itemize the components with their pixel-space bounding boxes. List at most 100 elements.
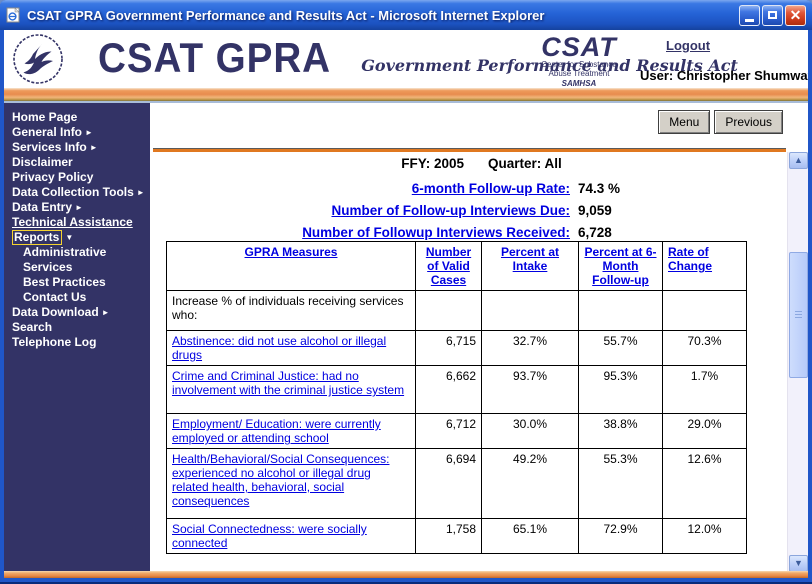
- sidebar-item-services-info[interactable]: Services Info ►: [12, 140, 98, 154]
- header-gpra-measures[interactable]: GPRA Measures: [166, 241, 416, 291]
- gpra-measures-table: GPRA Measures Number of Valid Cases Perc…: [166, 241, 747, 554]
- summary-stats: 6-month Follow-up Rate: 74.3 % Number of…: [150, 181, 787, 241]
- chevron-up-icon: ▲: [794, 155, 803, 165]
- valid-cases-cell: [415, 290, 482, 331]
- minimize-icon: [745, 18, 754, 22]
- sidebar-item-telephone-log[interactable]: Telephone Log: [12, 335, 97, 349]
- intake-cell: 30.0%: [481, 413, 579, 449]
- csat-acronym: CSAT: [541, 32, 617, 62]
- valid-cases-cell: 6,662: [415, 365, 482, 414]
- sidebar-item-data-download[interactable]: Data Download ►: [12, 305, 110, 319]
- sidebar-item-disclaimer[interactable]: Disclaimer: [12, 155, 73, 169]
- followup-cell: 72.9%: [578, 518, 663, 554]
- interviews-received-link[interactable]: Number of Followup Interviews Received:: [302, 225, 570, 240]
- measure-link-social-connectedness[interactable]: Social Connectedness: were socially conn…: [172, 522, 367, 550]
- followup-rate-value: 74.3 %: [578, 181, 621, 196]
- window-controls: ✕: [739, 4, 806, 26]
- valid-cases-cell: 6,712: [415, 413, 482, 449]
- hhs-eagle-logo: [12, 33, 64, 90]
- stat-interviews-received: Number of Followup Interviews Received: …: [150, 225, 787, 241]
- followup-rate-link[interactable]: 6-month Follow-up Rate:: [411, 181, 570, 196]
- intake-cell: 32.7%: [481, 330, 579, 366]
- previous-button[interactable]: Previous: [714, 110, 783, 134]
- interviews-due-value: 9,059: [578, 203, 612, 218]
- table-row: Abstinence: did not use alcohol or illeg…: [166, 330, 747, 366]
- maximize-icon: [768, 11, 777, 19]
- header-rate-of-change[interactable]: Rate of Change: [662, 241, 747, 291]
- sidebar-item-contact-us[interactable]: Contact Us: [23, 290, 87, 304]
- close-button[interactable]: ✕: [785, 4, 806, 26]
- close-icon: ✕: [789, 6, 802, 23]
- menu-button[interactable]: Menu: [658, 110, 711, 134]
- submenu-arrow-icon: ►: [85, 128, 93, 137]
- report-summary: FFY: 2005 Quarter: All 6-month Follow-up …: [150, 156, 787, 247]
- sidebar-item-services[interactable]: Services: [23, 260, 73, 274]
- header-valid-cases[interactable]: Number of Valid Cases: [415, 241, 482, 291]
- ffy-label: FFY: 2005: [401, 156, 464, 171]
- followup-cell: 95.3%: [578, 365, 663, 414]
- valid-cases-cell: 1,758: [415, 518, 482, 554]
- table-row: Crime and Criminal Justice: had no invol…: [166, 365, 747, 414]
- minimize-button[interactable]: [739, 4, 760, 26]
- followup-cell: [578, 290, 663, 331]
- submenu-arrow-icon: ►: [101, 308, 110, 317]
- sidebar-item-general-info[interactable]: General Info ►: [12, 125, 93, 139]
- intake-cell: [481, 290, 579, 331]
- main-content: Menu Previous FFY: 2005 Quarter: All 6-mo…: [150, 103, 787, 571]
- intake-cell: 49.2%: [481, 448, 579, 519]
- sidebar-item-reports[interactable]: Reports ▼: [4, 230, 150, 245]
- csat-line2: Abuse Treatment: [548, 69, 610, 78]
- vertical-scrollbar[interactable]: ▲ ▼: [787, 152, 808, 572]
- measure-link-criminal-justice[interactable]: Crime and Criminal Justice: had no invol…: [172, 369, 405, 397]
- change-cell: [662, 290, 747, 331]
- titlebar: CSAT GPRA Government Performance and Res…: [0, 0, 812, 30]
- user-label: User: Christopher Shumway: [640, 68, 808, 83]
- maximize-button[interactable]: [762, 4, 783, 26]
- scroll-up-button[interactable]: ▲: [789, 152, 808, 169]
- brand-subtitle: Government Performance and Results Act: [361, 56, 738, 75]
- sidebar-item-home-page[interactable]: Home Page: [12, 110, 78, 124]
- scroll-down-button[interactable]: ▼: [789, 555, 808, 572]
- table-row: Health/Behavioral/Social Consequences: e…: [166, 448, 747, 519]
- change-cell: 70.3%: [662, 330, 747, 366]
- valid-cases-cell: 6,694: [415, 448, 482, 519]
- sidebar-item-best-practices[interactable]: Best Practices: [23, 275, 106, 289]
- change-cell: 12.0%: [662, 518, 747, 554]
- intake-cell: 93.7%: [481, 365, 579, 414]
- brand-title: CSAT GPRA: [98, 34, 331, 81]
- quarter-label: Quarter: All: [488, 156, 562, 171]
- sidebar-item-privacy-policy[interactable]: Privacy Policy: [12, 170, 94, 184]
- sidebar-item-data-collection-tools[interactable]: Data Collection Tools ►: [12, 185, 145, 199]
- followup-cell: 55.7%: [578, 330, 663, 366]
- header-percent-followup[interactable]: Percent at 6-Month Follow-up: [578, 241, 663, 291]
- measure-link-abstinence[interactable]: Abstinence: did not use alcohol or illeg…: [172, 334, 387, 362]
- session-info: Logout User: Christopher Shumway: [640, 37, 808, 83]
- sidebar-item-technical-assistance[interactable]: Technical Assistance: [12, 215, 133, 229]
- scrollbar-thumb[interactable]: [789, 252, 808, 378]
- report-period: FFY: 2005 Quarter: All: [150, 156, 787, 173]
- table-header-row: GPRA Measures Number of Valid Cases Perc…: [166, 241, 747, 291]
- change-cell: 29.0%: [662, 413, 747, 449]
- samhsa-label: SAMHSA: [561, 79, 597, 88]
- table-row: Social Connectedness: were socially conn…: [166, 518, 747, 554]
- interviews-due-link[interactable]: Number of Follow-up Interviews Due:: [331, 203, 570, 218]
- stat-interviews-due: Number of Follow-up Interviews Due: 9,05…: [150, 203, 787, 219]
- submenu-arrow-icon: ►: [136, 188, 145, 197]
- header-accent-bar: [4, 88, 808, 103]
- window-title: CSAT GPRA Government Performance and Res…: [27, 7, 545, 23]
- measure-link-employment-education[interactable]: Employment/ Education: were currently em…: [172, 417, 381, 445]
- sidebar-item-search[interactable]: Search: [12, 320, 53, 334]
- sidebar-item-data-entry[interactable]: Data Entry ►: [12, 200, 83, 214]
- csat-line1: Center for Substance: [541, 60, 617, 69]
- interviews-received-value: 6,728: [578, 225, 612, 240]
- measure-group-label: Increase % of individuals receiving serv…: [166, 290, 416, 331]
- table-row: Increase % of individuals receiving serv…: [166, 290, 747, 331]
- logout-link[interactable]: Logout: [666, 38, 711, 53]
- header-percent-intake[interactable]: Percent at Intake: [481, 241, 579, 291]
- footer-accent-bar: [4, 571, 808, 578]
- page-nav-buttons: Menu Previous: [658, 110, 783, 134]
- sidebar-item-administrative[interactable]: Administrative: [23, 245, 107, 259]
- submenu-arrow-icon: ►: [75, 203, 83, 212]
- measure-link-health-consequences[interactable]: Health/Behavioral/Social Consequences: e…: [172, 452, 390, 508]
